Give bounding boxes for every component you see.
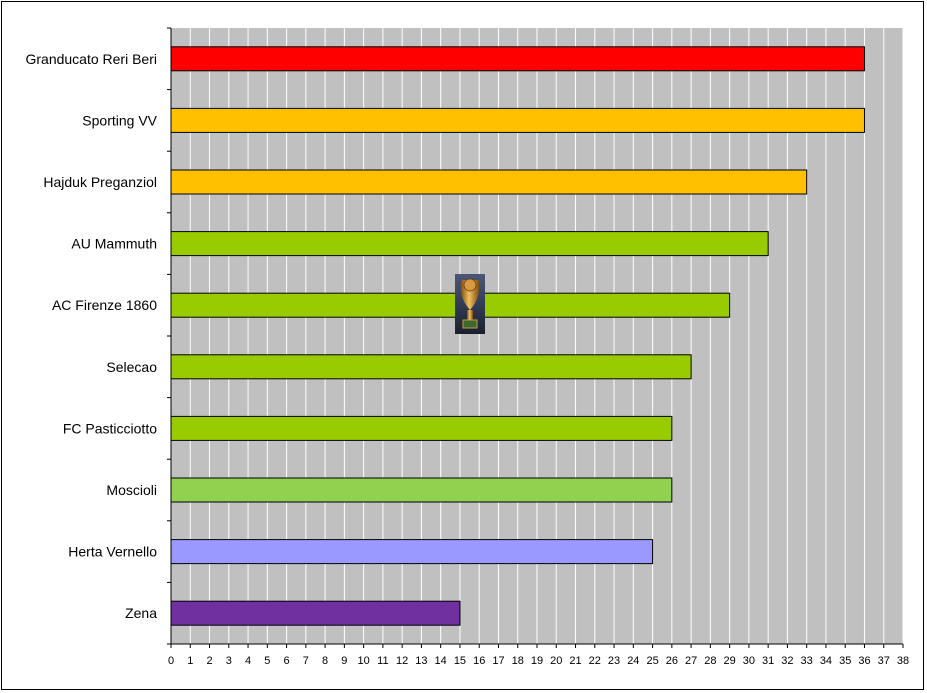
x-tick-label: 23	[608, 655, 620, 667]
x-tick-labels: 0 1 2 3 4 5 6 7 8 9 10 11 12 13 14 15 16 17 18 19 20 21 22 23 24…	[168, 655, 909, 667]
x-tick-label: 14	[435, 655, 447, 667]
trophy-base	[462, 319, 478, 329]
x-tick-label: 37	[878, 655, 890, 667]
x-tick-label: 38	[897, 655, 909, 667]
x-tick-label: 0	[168, 655, 174, 667]
x-tick-label: 26	[666, 655, 678, 667]
x-tick-label: 9	[341, 655, 347, 667]
x-tick-label: 36	[858, 655, 870, 667]
category-labels: Granducato Reri Beri Sporting VV Hajduk Pr…	[25, 51, 157, 621]
bar	[170, 539, 654, 565]
x-tick-label: 3	[226, 655, 232, 667]
x-tick-label: 5	[264, 655, 270, 667]
bar	[170, 354, 692, 380]
bar	[170, 477, 673, 503]
category-label: Zena	[125, 605, 157, 621]
x-tick-label: 15	[454, 655, 466, 667]
category-label: Granducato Reri Beri	[25, 51, 157, 67]
x-tick-label: 2	[206, 655, 212, 667]
x-tick-label: 16	[473, 655, 485, 667]
x-tick-label: 13	[415, 655, 427, 667]
category-label: FC Pasticciotto	[63, 420, 157, 436]
x-tick-label: 33	[801, 655, 813, 667]
trophy-icon	[455, 274, 485, 334]
bar	[170, 46, 865, 72]
x-tick-label: 7	[303, 655, 309, 667]
x-tick-label: 18	[512, 655, 524, 667]
x-tick-label: 20	[550, 655, 562, 667]
x-tick-label: 8	[322, 655, 328, 667]
x-tick-label: 30	[743, 655, 755, 667]
x-tick-label: 28	[704, 655, 716, 667]
trophy-globe	[463, 278, 477, 292]
x-tick-label: 22	[589, 655, 601, 667]
category-label: AU Mammuth	[71, 236, 157, 252]
x-tick-label: 24	[627, 655, 639, 667]
x-tick-label: 12	[396, 655, 408, 667]
bar	[170, 292, 731, 318]
x-tick-label: 32	[781, 655, 793, 667]
x-tick-label: 35	[839, 655, 851, 667]
x-tick-label: 27	[685, 655, 697, 667]
category-label: Hajduk Preganziol	[43, 174, 157, 190]
bar	[170, 415, 673, 441]
trophy-stem	[467, 310, 473, 320]
category-label: Herta Vernello	[68, 544, 157, 560]
x-tick-label: 10	[358, 655, 370, 667]
x-tick-label: 25	[646, 655, 658, 667]
bar	[170, 231, 769, 257]
x-tick-label: 34	[820, 655, 832, 667]
x-tick-label: 21	[569, 655, 581, 667]
x-tick-label: 6	[284, 655, 290, 667]
x-tick-label: 11	[377, 655, 388, 667]
category-label: AC Firenze 1860	[52, 297, 157, 313]
category-label: Selecao	[106, 359, 157, 375]
category-label: Moscioli	[106, 482, 157, 498]
bar	[170, 107, 865, 133]
x-tick-label: 17	[492, 655, 504, 667]
bar	[170, 600, 461, 626]
x-tick-label: 31	[762, 655, 774, 667]
bar	[170, 169, 808, 195]
x-tick-label: 4	[245, 655, 251, 667]
axes	[167, 27, 904, 648]
category-label: Sporting VV	[82, 112, 157, 128]
x-tick-label: 19	[531, 655, 543, 667]
x-tick-label: 29	[724, 655, 736, 667]
x-tick-label: 1	[187, 655, 193, 667]
